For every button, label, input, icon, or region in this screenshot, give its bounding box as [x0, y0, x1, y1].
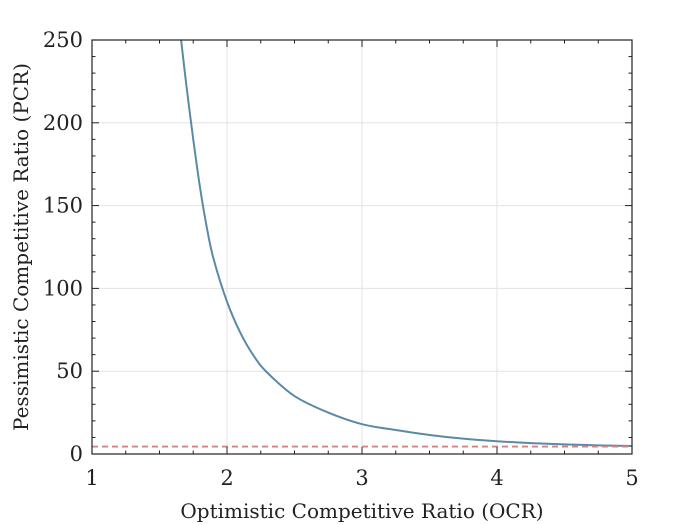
- y-tick-label-5: 250: [43, 28, 83, 52]
- ticks: [91, 39, 633, 455]
- y-tick-label-3: 150: [43, 194, 83, 218]
- x-tick-label-4: 5: [625, 466, 638, 490]
- y-tick-label-1: 50: [56, 359, 83, 383]
- y-tick-label-0: 0: [70, 442, 83, 466]
- y-tick-label-2: 100: [43, 276, 83, 300]
- x-tick-label-2: 3: [355, 466, 368, 490]
- grid: [91, 39, 633, 455]
- y-axis-label: Pessimistic Competitive Ratio (PCR): [9, 63, 33, 431]
- x-tick-label-0: 1: [85, 466, 98, 490]
- x-tick-label-3: 4: [490, 466, 503, 490]
- series-layer: [92, 40, 632, 448]
- y-tick-label-4: 200: [43, 111, 83, 135]
- pcr-curve: [180, 40, 632, 448]
- x-tick-label-1: 2: [220, 466, 233, 490]
- x-axis-label: Optimistic Competitive Ratio (OCR): [180, 499, 543, 523]
